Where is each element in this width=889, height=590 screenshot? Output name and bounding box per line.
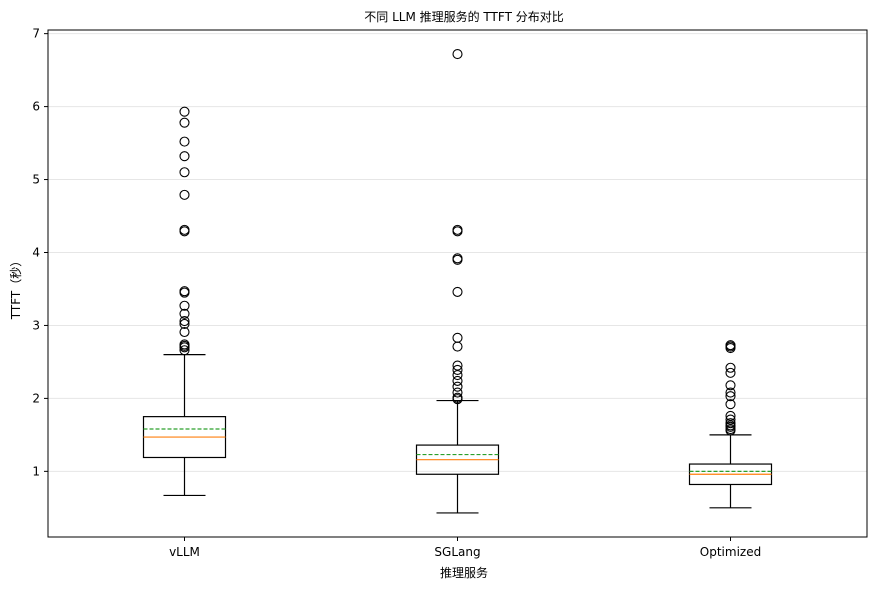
outlier-point bbox=[179, 189, 190, 200]
outlier-point bbox=[179, 300, 190, 311]
outlier-point bbox=[452, 375, 463, 386]
y-axis: 1 2 3 4 5 6 7 bbox=[32, 27, 48, 478]
x-axis: vLLM SGLang Optimized bbox=[169, 537, 761, 559]
outlier-point bbox=[725, 340, 736, 351]
outlier-point bbox=[179, 167, 190, 178]
y-tick-label: 3 bbox=[32, 318, 40, 332]
outlier-point bbox=[179, 151, 190, 162]
outlier-point bbox=[179, 316, 190, 327]
outlier-point bbox=[452, 387, 463, 398]
y-tick-label: 5 bbox=[32, 173, 40, 187]
outlier-point bbox=[725, 418, 736, 429]
outlier-point bbox=[725, 414, 736, 425]
outlier-point bbox=[452, 332, 463, 343]
y-tick-label: 2 bbox=[32, 391, 40, 405]
outlier-point bbox=[179, 318, 190, 330]
x-tick-label: vLLM bbox=[169, 545, 200, 559]
x-tick-label: Optimized bbox=[700, 545, 761, 559]
outlier-point bbox=[452, 392, 463, 403]
outlier-point bbox=[725, 362, 736, 373]
outlier-point bbox=[725, 391, 736, 402]
outlier-point bbox=[179, 224, 190, 235]
outlier-point bbox=[452, 253, 463, 264]
outlier-point bbox=[179, 286, 190, 297]
outlier-point bbox=[179, 117, 190, 128]
outlier-point bbox=[452, 360, 463, 371]
outlier-point bbox=[179, 106, 190, 117]
box-sglang bbox=[415, 49, 500, 514]
box-optimized bbox=[688, 340, 773, 509]
outlier-point bbox=[452, 364, 463, 375]
outlier-point bbox=[725, 387, 736, 398]
y-tick-label: 6 bbox=[32, 100, 40, 114]
outlier-point bbox=[452, 381, 463, 392]
box-series bbox=[142, 49, 773, 514]
outlier-point bbox=[179, 345, 190, 356]
outlier-point bbox=[725, 367, 736, 378]
outlier-point bbox=[452, 286, 463, 297]
outlier-point bbox=[725, 380, 736, 391]
outlier-point bbox=[452, 224, 463, 235]
outlier-point bbox=[452, 49, 463, 60]
outlier-point bbox=[179, 326, 190, 338]
outlier-point bbox=[725, 410, 736, 421]
chart-title: 不同 LLM 推理服务的 TTFT 分布对比 bbox=[364, 9, 563, 24]
y-tick-label: 1 bbox=[32, 464, 40, 478]
x-tick-label: SGLang bbox=[434, 545, 480, 559]
outlier-point bbox=[179, 136, 190, 147]
y-axis-label: TTFT（秒） bbox=[9, 255, 23, 320]
y-tick-label: 4 bbox=[32, 245, 40, 259]
outlier-point bbox=[725, 399, 736, 410]
box-vllm bbox=[142, 106, 227, 497]
outlier-point bbox=[179, 308, 190, 319]
x-axis-label: 推理服务 bbox=[440, 565, 488, 580]
y-tick-label: 7 bbox=[32, 27, 40, 41]
outlier-point bbox=[179, 339, 190, 350]
